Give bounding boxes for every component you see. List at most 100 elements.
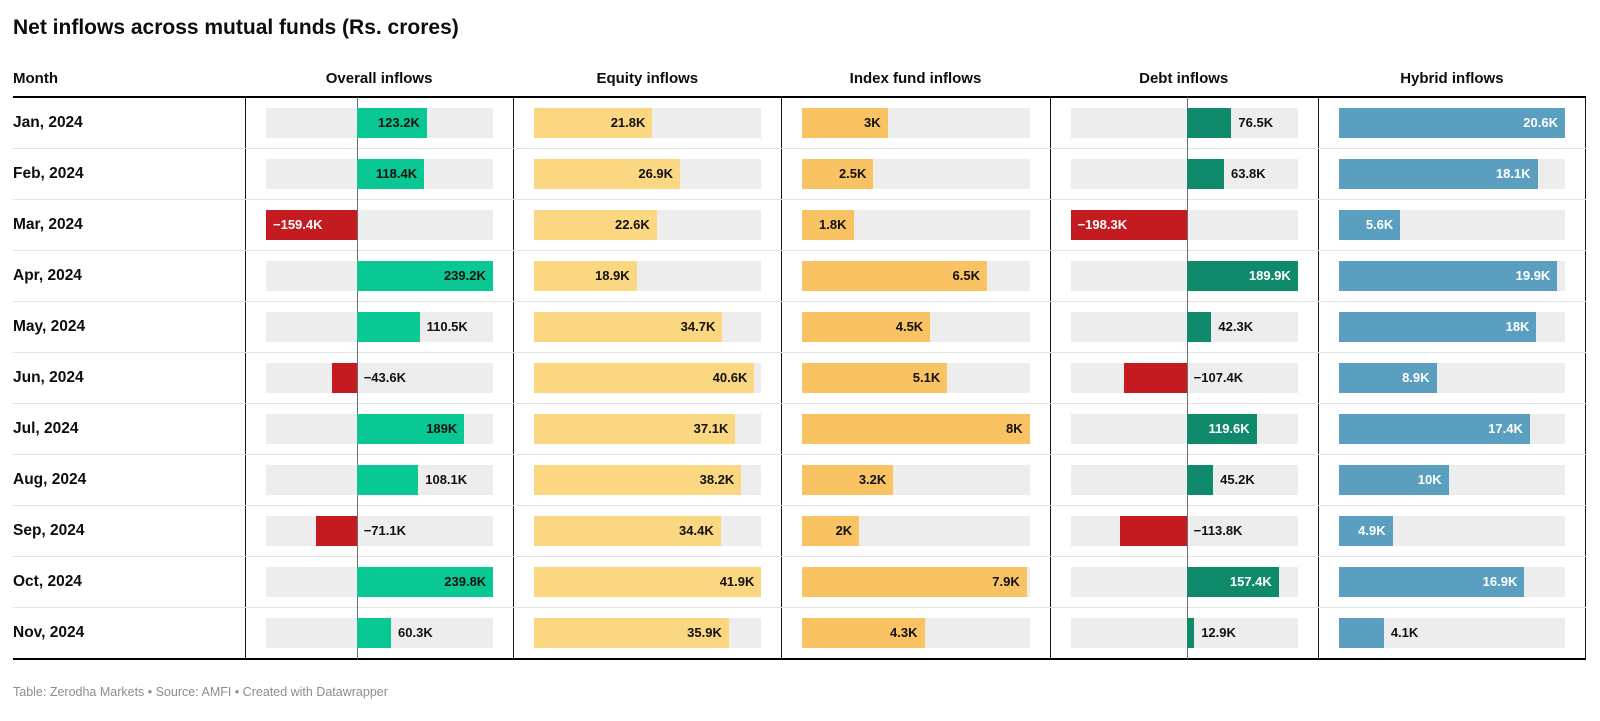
bar-track: −198.3K [1070,199,1298,251]
datawrapper-table-page: Net inflows across mutual funds (Rs. cro… [13,16,1586,699]
positive-bar [534,363,755,393]
equity-inflows-cell: 22.6K [513,200,781,250]
positive-bar [1338,414,1530,444]
bar-value-label: 60.3K [398,625,433,640]
debt-inflows-cell: 189.9K [1049,250,1318,302]
bar-track: 6.5K [802,261,1030,291]
positive-bar [534,414,736,444]
bar-value-label: 21.8K [610,115,646,130]
table-header-row: Month Overall inflows Equity inflows Ind… [13,70,1586,98]
table-row: Nov, 2024 60.3K 35.9K 4.3K 12.9K 4.1K [13,607,1586,659]
column-header-equity-inflows: Equity inflows [596,70,699,87]
bar-track: 2K [802,516,1030,546]
index-fund-inflows-cell: 2K [781,506,1049,556]
month-label: Sep, 2024 [13,522,85,539]
month-label: Feb, 2024 [13,165,84,182]
table-row: Mar, 2024 −159.4K 22.6K 1.8K −198.3K 5.6K [13,199,1586,251]
bar-value-label: 16.9K [1482,574,1518,589]
bar-value-label: 189.9K [1248,268,1291,283]
column-header-hybrid-inflows: Hybrid inflows [1400,70,1504,87]
zero-axis-line [356,199,358,251]
bar-track: −107.4K [1070,352,1298,404]
bar-track: 18.1K [1338,159,1565,189]
equity-inflows-cell: 35.9K [513,608,781,658]
table-row: Jan, 2024 123.2K 21.8K 3K 76.5K 20.6K [13,97,1586,149]
positive-bar [802,108,888,138]
bar-value-label: 118.4K [375,166,418,181]
overall-inflows-cell: −43.6K [245,352,513,404]
bar-track: 16.9K [1338,567,1565,597]
positive-bar [802,312,931,342]
hybrid-inflows-cell: 4.1K [1317,608,1586,658]
debt-inflows-cell: −107.4K [1049,352,1318,404]
bar-track: 21.8K [534,108,762,138]
zero-axis-line [1186,505,1188,557]
bar-value-label: 123.2K [377,115,420,130]
bar-track: −43.6K [266,352,494,404]
positive-bar [356,567,494,597]
debt-inflows-cell: 45.2K [1049,454,1318,506]
bar-track: 26.9K [534,159,762,189]
bar-track: 2.5K [802,159,1030,189]
bar-value-label: 76.5K [1238,115,1274,130]
positive-bar [356,312,420,342]
positive-bar [534,465,742,495]
bar-track: 38.2K [534,465,762,495]
bar-value-label: 12.9K [1201,625,1236,640]
bar-track: 3.2K [802,465,1030,495]
bar-track: 157.4K [1070,556,1298,608]
month-label: Jan, 2024 [13,114,83,131]
bar-track: 4.5K [802,312,1030,342]
positive-bar [356,618,392,648]
bar-track: 35.9K [534,618,762,648]
bar-value-label: 4.9K [1358,523,1386,538]
bar-track: 189K [266,403,494,455]
positive-bar [1338,210,1401,240]
bar-track: 10K [1338,465,1565,495]
positive-bar [1338,465,1449,495]
bar-value-label: 4.5K [895,319,924,334]
table-row: Feb, 2024 118.4K 26.9K 2.5K 63.8K 18.1K [13,148,1586,200]
positive-bar [1186,618,1195,648]
table-row: May, 2024 110.5K 34.7K 4.5K 42.3K 18K [13,301,1586,353]
debt-inflows-cell: −113.8K [1049,505,1318,557]
bar-value-label: 7.9K [992,574,1020,589]
table-row: Oct, 2024 239.8K 41.9K 7.9K 157.4K 16.9K [13,556,1586,608]
bar-value-label: 2.5K [838,166,867,181]
positive-bar [534,516,721,546]
column-header-month: Month [13,70,58,87]
bar-track: 60.3K [266,607,494,659]
bar-track: −113.8K [1070,505,1298,557]
positive-bar [356,159,425,189]
overall-inflows-cell: −71.1K [245,505,513,557]
negative-bar [1123,363,1187,393]
bar-value-label: 20.6K [1523,115,1558,130]
column-header-overall-inflows: Overall inflows [325,70,433,87]
bar-value-label: 41.9K [719,574,755,589]
equity-inflows-cell: 41.9K [513,557,781,607]
bar-value-label: 26.9K [638,166,674,181]
hybrid-inflows-cell: 18K [1317,302,1586,352]
positive-bar [1338,159,1538,189]
bar-value-label: −159.4K [273,217,323,232]
debt-inflows-cell: 12.9K [1049,607,1318,659]
bar-track: 12.9K [1070,607,1298,659]
overall-inflows-cell: 110.5K [245,301,513,353]
index-fund-inflows-cell: 3.2K [781,455,1049,505]
bar-track: 3K [802,108,1030,138]
debt-inflows-cell: 42.3K [1049,301,1318,353]
table-footer: Table: Zerodha Markets • Source: AMFI • … [13,685,388,699]
debt-inflows-cell: 76.5K [1049,97,1318,149]
positive-bar [1186,159,1224,189]
index-fund-inflows-cell: 8K [781,404,1049,454]
hybrid-inflows-cell: 16.9K [1317,557,1586,607]
month-label: Nov, 2024 [13,624,85,641]
overall-inflows-cell: 118.4K [245,148,513,200]
bar-value-label: 4.3K [890,625,918,640]
bar-value-label: 239.2K [443,268,486,283]
month-label: Jun, 2024 [13,369,84,386]
bar-track: 8.9K [1338,363,1565,393]
table-row: Jun, 2024 −43.6K 40.6K 5.1K −107.4K 8.9K [13,352,1586,404]
positive-bar [1338,363,1437,393]
column-header-debt-inflows: Debt inflows [1139,70,1229,87]
